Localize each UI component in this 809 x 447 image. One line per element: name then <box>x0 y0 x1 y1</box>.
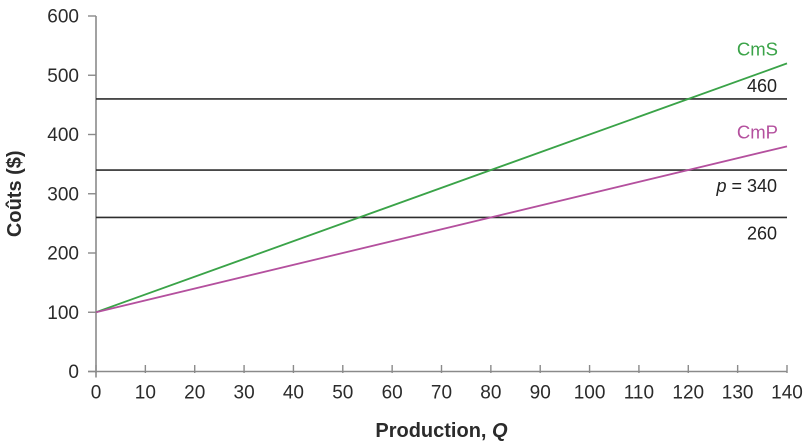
y-tick-label: 400 <box>47 125 79 146</box>
y-axis-title: Coûts ($) <box>4 150 26 237</box>
x-tick-label: 130 <box>722 383 754 404</box>
y-tick-label: 100 <box>47 303 79 324</box>
x-tick-label: 100 <box>574 383 606 404</box>
x-tick-label: 0 <box>91 383 102 404</box>
x-tick-label: 120 <box>672 383 704 404</box>
series-label-CmP: CmP <box>737 121 778 142</box>
y-tick-label: 600 <box>47 7 79 28</box>
series-line-CmP <box>95 145 788 314</box>
x-axis-title: Production, Q <box>375 420 508 442</box>
y-tick-label: 500 <box>47 66 79 87</box>
price-line-label-460: 460 <box>747 76 777 96</box>
x-tick-label: 70 <box>431 383 452 404</box>
price-line-label-340: p = 340 <box>715 176 777 196</box>
x-tick-label: 30 <box>234 383 255 404</box>
x-tick-label: 40 <box>283 383 304 404</box>
y-tick-label: 0 <box>68 362 79 383</box>
y-tick-label: 300 <box>47 184 79 205</box>
x-tick-label: 80 <box>480 383 501 404</box>
price-line-label-260: 260 <box>747 223 777 243</box>
x-tick-label: 50 <box>332 383 353 404</box>
x-tick-label: 140 <box>771 383 803 404</box>
y-tick-label: 200 <box>47 244 79 265</box>
x-tick-label: 10 <box>135 383 156 404</box>
x-tick-label: 110 <box>624 383 654 404</box>
x-tick-label: 20 <box>184 383 205 404</box>
series-line-CmS <box>95 62 788 314</box>
x-tick-label: 60 <box>382 383 403 404</box>
series-label-CmS: CmS <box>737 38 778 59</box>
x-tick-label: 90 <box>530 383 551 404</box>
